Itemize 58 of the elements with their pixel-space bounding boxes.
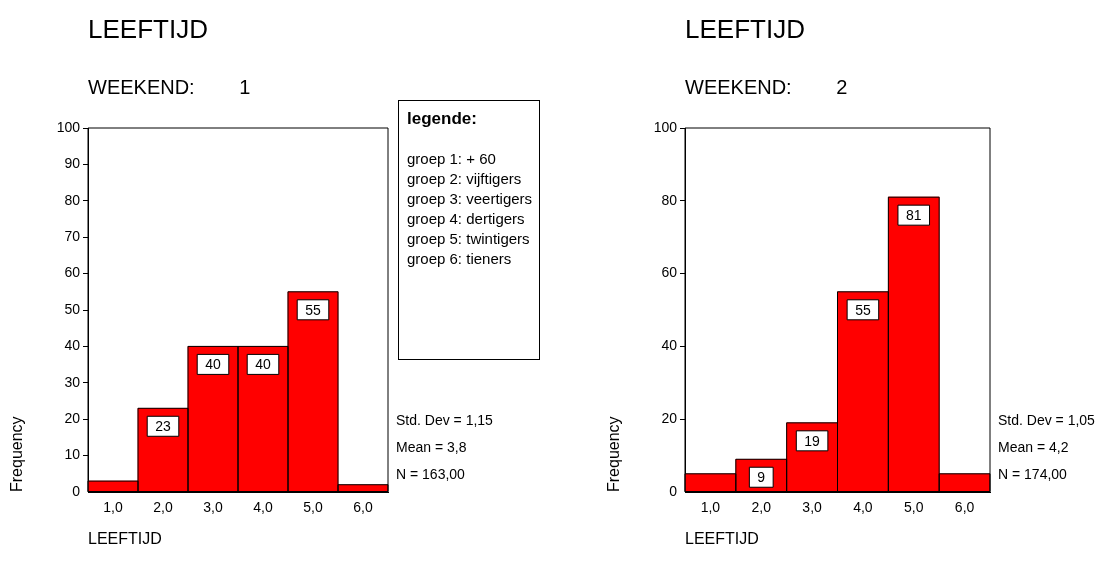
y-tick-label: 40 bbox=[64, 337, 81, 354]
text: Std. Dev = 1,15 bbox=[396, 411, 493, 430]
y-tick-label: 100 bbox=[56, 118, 81, 135]
data-label: 40 bbox=[205, 356, 221, 373]
y-tick-label: 100 bbox=[653, 118, 678, 135]
text: groep 3: veertigers bbox=[407, 189, 534, 209]
data-label: 19 bbox=[804, 432, 821, 449]
y-tick-label: 50 bbox=[64, 300, 81, 317]
text: groep 5: twintigers bbox=[407, 229, 531, 249]
x-axis-title: LEEFTIJD bbox=[685, 530, 759, 548]
x-axis-title: LEEFTIJD bbox=[88, 530, 162, 548]
text: groep 6: tieners bbox=[407, 249, 513, 269]
x-tick-label: 2,0 bbox=[153, 499, 173, 516]
y-tick-label: 40 bbox=[661, 337, 678, 354]
x-tick-label: 4,0 bbox=[853, 499, 873, 516]
y-tick-label: 60 bbox=[661, 264, 678, 281]
x-tick-label: 5,0 bbox=[303, 499, 323, 516]
data-label: 9 bbox=[757, 469, 766, 486]
chart-title: LEEFTIJD bbox=[685, 14, 805, 45]
text: groep 4: dertigers bbox=[407, 209, 526, 229]
text: legende: bbox=[407, 109, 478, 129]
chart-subtitle: WEEKEND: 2 bbox=[685, 76, 848, 99]
data-label: 40 bbox=[255, 356, 271, 373]
y-tick-label: 80 bbox=[661, 191, 678, 208]
data-label: 55 bbox=[855, 301, 871, 318]
text: Std. Dev = 1,05 bbox=[998, 411, 1095, 430]
y-axis-title: Frequency bbox=[8, 416, 26, 492]
text: N = 174,00 bbox=[998, 465, 1068, 484]
text: N = 163,00 bbox=[396, 465, 466, 484]
y-tick-label: 0 bbox=[72, 482, 81, 499]
text: Mean = 3,8 bbox=[396, 438, 468, 457]
text: Mean = 4,2 bbox=[998, 438, 1070, 457]
x-tick-label: 3,0 bbox=[802, 499, 823, 516]
x-tick-label: 2,0 bbox=[751, 499, 772, 516]
y-tick-label: 60 bbox=[64, 264, 81, 281]
y-tick-label: 90 bbox=[64, 155, 81, 172]
x-tick-label: 1,0 bbox=[700, 499, 721, 516]
data-label: 23 bbox=[155, 418, 171, 435]
chart-title: LEEFTIJD bbox=[88, 14, 208, 45]
x-tick-label: 3,0 bbox=[203, 499, 223, 516]
x-tick-label: 6,0 bbox=[954, 499, 975, 516]
y-tick-label: 20 bbox=[64, 410, 81, 427]
x-tick-label: 4,0 bbox=[253, 499, 273, 516]
y-tick-label: 70 bbox=[64, 228, 81, 245]
y-tick-label: 80 bbox=[64, 191, 81, 208]
y-axis-title: Frequency bbox=[605, 416, 623, 492]
y-tick-label: 30 bbox=[64, 373, 81, 390]
data-label: 55 bbox=[305, 301, 321, 318]
x-tick-label: 6,0 bbox=[353, 499, 373, 516]
x-tick-label: 1,0 bbox=[103, 499, 123, 516]
text: groep 1: + 60 bbox=[407, 149, 497, 169]
text: groep 2: vijftigers bbox=[407, 169, 523, 189]
y-tick-label: 20 bbox=[661, 410, 678, 427]
x-tick-label: 5,0 bbox=[904, 499, 924, 516]
data-label: 81 bbox=[905, 207, 922, 224]
y-tick-label: 0 bbox=[669, 482, 678, 499]
chart-subtitle: WEEKEND: 1 bbox=[88, 76, 251, 99]
y-tick-label: 10 bbox=[64, 446, 81, 463]
